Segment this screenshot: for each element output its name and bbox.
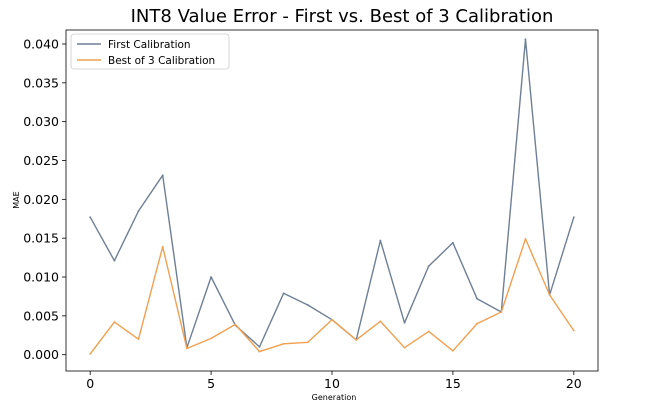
legend: First Calibration Best of 3 Calibration: [70, 33, 230, 70]
data-point: [258, 346, 261, 348]
y-axis: 0.000 0.005 0.010 0.015 0.020 0.025 0.030 0.035…: [23, 36, 66, 362]
y-tick-label: 0.025: [23, 153, 59, 168]
data-point: [137, 210, 140, 212]
data-point: [379, 239, 382, 242]
y-tick-label: 0.000: [23, 347, 59, 362]
y-axis-label: MAE: [12, 191, 21, 208]
y-tick-label: 0.010: [23, 270, 59, 285]
data-point: [161, 174, 164, 177]
data-point: [524, 38, 527, 41]
x-tick-label: 5: [207, 376, 215, 391]
data-point: [306, 304, 309, 306]
legend-box: [70, 33, 230, 70]
y-tick-label: 0.035: [23, 75, 59, 90]
x-axis-label: Generation: [312, 393, 357, 402]
data-point: [282, 292, 285, 295]
x-tick-label: 0: [86, 376, 94, 391]
data-point: [89, 216, 92, 219]
data-point: [379, 320, 382, 323]
data-point: [427, 330, 430, 333]
data-point: [210, 337, 212, 340]
plot-area: [65, 29, 599, 372]
x-tick-label: 10: [324, 376, 340, 391]
data-point: [234, 323, 237, 326]
data-point: [210, 276, 212, 278]
data-point: [113, 259, 116, 262]
y-tick-label: 0.005: [23, 308, 59, 323]
y-tick-label: 0.030: [23, 114, 59, 129]
x-axis: 0 5 10 15 20: [86, 371, 582, 391]
data-point: [137, 338, 140, 341]
series-layer: [89, 38, 575, 355]
data-point: [403, 346, 406, 349]
data-point: [89, 353, 92, 355]
data-point: [355, 339, 358, 341]
data-point: [282, 342, 285, 345]
data-point: [572, 329, 575, 332]
x-tick-label: 15: [445, 376, 461, 391]
data-point: [113, 321, 116, 323]
data-point: [306, 341, 309, 344]
chart-title: INT8 Value Error - First vs. Best of 3 C…: [131, 6, 554, 27]
legend-label: First Calibration: [108, 39, 191, 51]
y-tick-label: 0.020: [23, 192, 59, 207]
data-point: [452, 241, 454, 244]
data-point: [500, 311, 503, 313]
data-point: [331, 318, 333, 321]
data-point: [161, 245, 164, 248]
y-tick-label: 0.015: [23, 231, 59, 246]
data-point: [186, 347, 188, 350]
data-point: [548, 293, 551, 296]
data-point: [572, 216, 575, 219]
data-point: [476, 322, 478, 325]
data-point: [452, 349, 454, 352]
data-point: [403, 321, 406, 324]
legend-label: Best of 3 Calibration: [108, 55, 215, 67]
y-tick-label: 0.040: [23, 36, 59, 51]
x-tick-label: 20: [566, 376, 582, 391]
data-point: [258, 350, 261, 353]
data-point: [476, 297, 478, 300]
data-point: [524, 238, 527, 240]
data-point: [427, 265, 430, 268]
